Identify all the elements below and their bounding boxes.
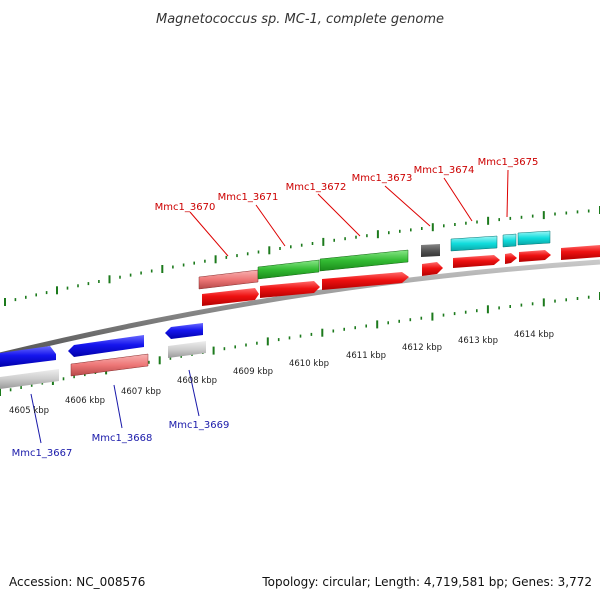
forward-label-leaders <box>189 169 509 257</box>
genome-summary-text: Topology: circular; Length: 4,719,581 bp… <box>261 575 592 589</box>
gene-label-forward[interactable]: Mmc1_3675 <box>478 157 539 168</box>
ruler-label: 4607 kbp <box>121 387 161 397</box>
accession-text: Accession: NC_008576 <box>9 575 145 589</box>
genome-backbone <box>0 259 600 358</box>
gene-label-reverse[interactable]: Mmc1_3669 <box>169 420 230 431</box>
cds-3669-gray-feature[interactable] <box>168 341 206 358</box>
forward-features <box>198 230 600 306</box>
cds-3671-green-feature[interactable] <box>257 259 320 280</box>
ruler-label: 4610 kbp <box>289 359 329 369</box>
cds-3673-arrow[interactable] <box>422 262 443 276</box>
outer-tick-ruler <box>4 206 600 306</box>
cds-3673-dark-feature[interactable] <box>421 244 440 257</box>
cds-3669-arrow[interactable] <box>165 323 203 339</box>
reverse-label-leaders <box>30 369 200 444</box>
reverse-features <box>0 323 206 389</box>
cds-3667-arrow[interactable] <box>0 346 56 367</box>
ruler-label: 4612 kbp <box>402 343 442 353</box>
cds-next-arrow[interactable] <box>561 245 600 260</box>
cds-3675-cyan-feature-b[interactable] <box>517 230 551 246</box>
map-title: Magnetococcus sp. MC-1, complete genome <box>156 12 444 27</box>
cds-3674-cyan-feature[interactable] <box>450 235 498 252</box>
cds-3670-arrow[interactable] <box>202 288 259 306</box>
cds-3668-pink-feature[interactable] <box>70 353 149 377</box>
ruler-label: 4611 kbp <box>346 351 386 361</box>
cds-3671-arrow[interactable] <box>260 281 320 298</box>
gene-label-forward[interactable]: Mmc1_3674 <box>414 165 475 176</box>
gene-label-reverse[interactable]: Mmc1_3668 <box>92 433 153 444</box>
cds-3675-arrow-b[interactable] <box>519 250 551 262</box>
cds-3674-arrow[interactable] <box>453 255 500 268</box>
gene-label-reverse[interactable]: Mmc1_3667 <box>12 448 73 459</box>
gene-label-forward[interactable]: Mmc1_3672 <box>286 182 347 193</box>
cds-3670-pink-feature[interactable] <box>198 269 259 290</box>
reverse-gene-labels: Mmc1_3667 Mmc1_3668 Mmc1_3669 <box>12 420 230 459</box>
ruler-label: 4613 kbp <box>458 336 498 346</box>
gene-label-forward[interactable]: Mmc1_3673 <box>352 173 413 184</box>
ruler-label: 4605 kbp <box>9 406 49 416</box>
cds-3672-arrow[interactable] <box>322 272 409 290</box>
gene-label-forward[interactable]: Mmc1_3671 <box>218 192 279 203</box>
forward-gene-labels: Mmc1_3670 Mmc1_3671 Mmc1_3672 Mmc1_3673 … <box>155 157 539 213</box>
gene-label-forward[interactable]: Mmc1_3670 <box>155 202 216 213</box>
cds-3668-arrow[interactable] <box>68 335 144 357</box>
cds-3672-green-feature[interactable] <box>319 249 409 272</box>
cds-3675-cyan-feature-a[interactable] <box>502 233 517 248</box>
cds-3667-gray-feature[interactable] <box>0 369 59 389</box>
ruler-label: 4614 kbp <box>514 330 554 340</box>
ruler-label: 4606 kbp <box>65 396 105 406</box>
cds-3675-arrow-a[interactable] <box>505 253 517 264</box>
ruler-label: 4608 kbp <box>177 376 217 386</box>
ruler-label: 4609 kbp <box>233 367 273 377</box>
ruler-labels: 4605 kbp 4606 kbp 4607 kbp 4608 kbp 4609… <box>9 330 554 416</box>
